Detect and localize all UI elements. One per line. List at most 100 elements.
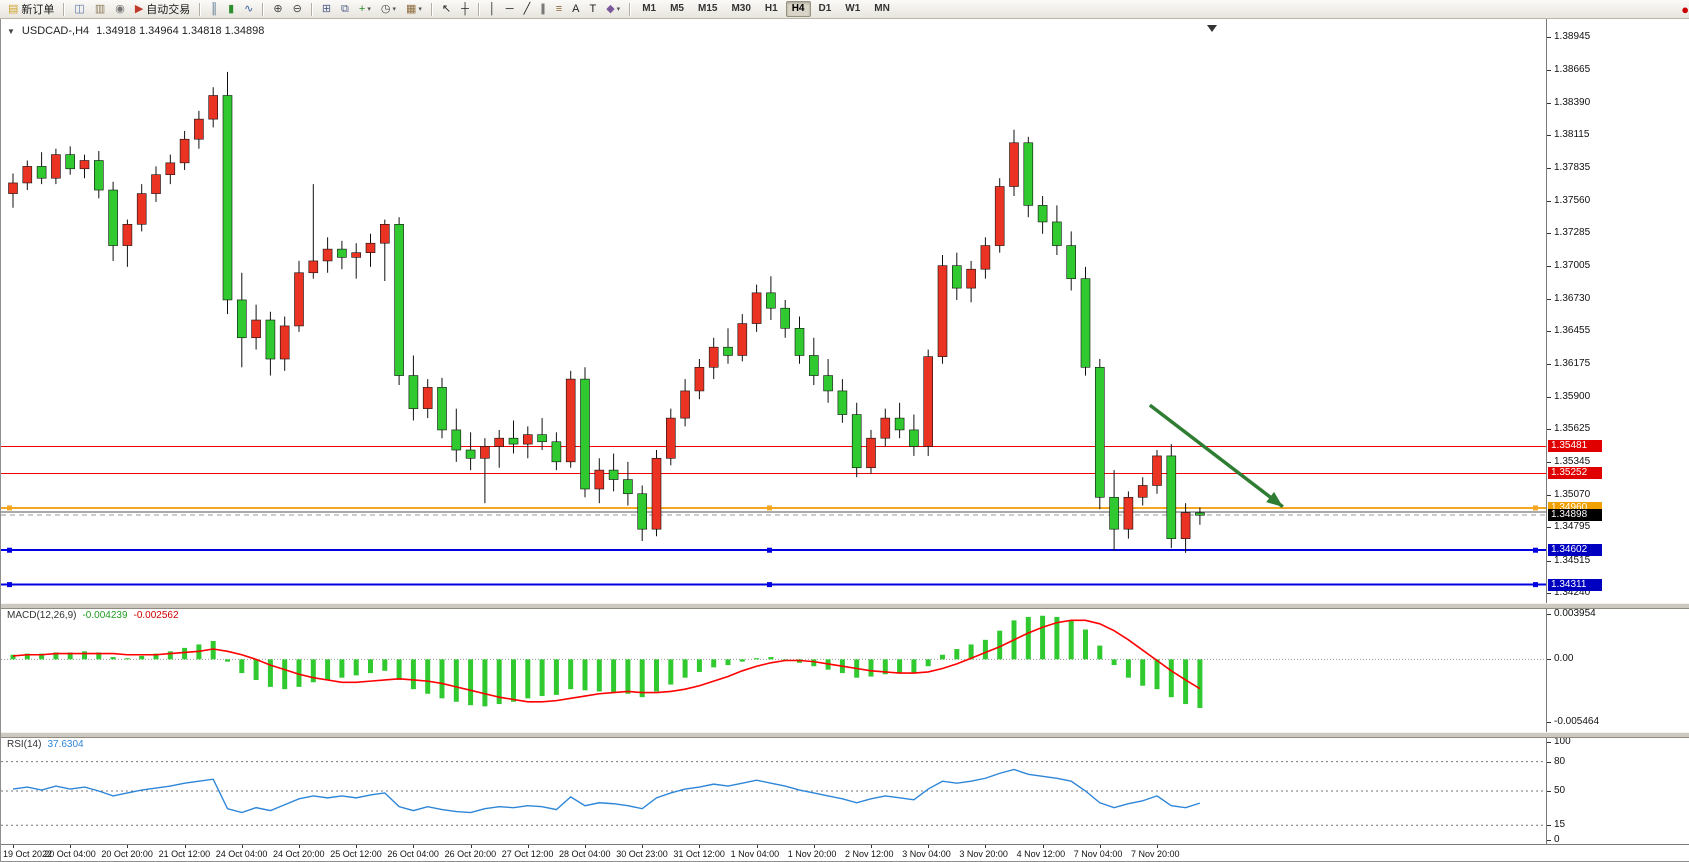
support-line-blue-2-handle[interactable] <box>7 582 12 588</box>
support-line-blue-1-handle[interactable] <box>1533 547 1538 553</box>
periods-button[interactable]: ◷ ▾ <box>377 0 400 18</box>
cascade-windows-icon: ⧉ <box>341 3 349 15</box>
zoom-in-button[interactable]: ⊕ <box>269 0 286 18</box>
broker-logo-icon[interactable]: ● <box>1681 1 1689 17</box>
indicators-dropdown-icon[interactable]: ▾ <box>367 6 371 13</box>
timeframe-m5-button[interactable]: M5 <box>670 3 684 14</box>
trendline-button[interactable]: ╱ <box>520 0 535 18</box>
candle-bull <box>1180 512 1191 539</box>
macd-histogram-bar <box>668 659 674 685</box>
chart-windows-button[interactable]: ◫ <box>70 0 88 18</box>
macd-histogram-bar <box>296 659 302 687</box>
cascade-windows-button[interactable]: ⧉ <box>337 0 353 18</box>
candlestick-mode-button[interactable]: ▮ <box>224 0 238 18</box>
support-line-blue-2-handle[interactable] <box>767 582 772 588</box>
fibonacci-icon: ≡ <box>555 3 563 15</box>
templates-button[interactable]: ▦ ▾ <box>402 0 426 18</box>
price-tick-mark <box>1547 593 1551 594</box>
macd-histogram-bar <box>696 659 702 672</box>
price-tick-label: 1.38945 <box>1554 31 1591 42</box>
candle-bull <box>1123 496 1134 530</box>
support-line-blue-1-handle[interactable] <box>7 547 12 553</box>
trend-arrow-annotation[interactable] <box>1148 403 1284 509</box>
support-line-orange-handle[interactable] <box>767 505 772 511</box>
toolbar: ▤ 新订单 ◫ ▥ ◉ ▶ 自动交易 ║ ▮ ∿ ⊕ ⊖ ⊞ ⧉ + ▾ ◷ ▾ ▦ ▾ ↖ ┼ │ ─ ╱ ∥ ≡ A T ◆ ▾ M1 M5… <box>0 0 1689 19</box>
tile-windows-button[interactable]: ⊞ <box>318 0 335 18</box>
line-chart-mode-button[interactable]: ∿ <box>240 0 257 18</box>
macd-tick-mark <box>1547 614 1551 615</box>
candle-bull <box>680 390 690 419</box>
rsi-indicator-panel[interactable] <box>1 736 1546 844</box>
bid-price-line-price-tag[interactable]: 1.34898 <box>1548 509 1602 522</box>
text-button[interactable]: A <box>568 0 583 18</box>
templates-dropdown-icon[interactable]: ▾ <box>418 6 422 13</box>
macd-indicator-panel[interactable] <box>1 607 1546 732</box>
candle-bear <box>265 319 276 360</box>
resistance-line-1-price-tag[interactable]: 1.35481 <box>1548 440 1602 453</box>
macd-histogram-bar <box>24 653 30 660</box>
panel-separator-macd[interactable] <box>1 603 1689 609</box>
periods-dropdown-icon[interactable]: ▾ <box>392 6 396 13</box>
channel-button[interactable]: ∥ <box>536 0 550 18</box>
candle-bear <box>108 189 118 246</box>
macd-histogram-bar <box>239 659 245 674</box>
timeframe-m15-button[interactable]: M15 <box>698 3 718 14</box>
panel-separator-rsi[interactable] <box>1 732 1689 738</box>
rsi-tick-mark <box>1547 825 1551 827</box>
macd-histogram-bar <box>139 655 145 660</box>
candle-bull <box>866 437 876 469</box>
price-chart-canvas[interactable] <box>1 21 1546 603</box>
price-axis[interactable]: 1.38945 1.38665 1.38390 1.38115 1.37835 1.375… <box>1546 19 1689 845</box>
macd-histogram-bar <box>96 652 102 660</box>
text-icon: A <box>572 3 580 15</box>
macd-histogram-bar <box>625 659 631 694</box>
time-tick-mark <box>985 845 987 848</box>
timeframe-d1-button[interactable]: D1 <box>818 3 832 14</box>
macd-histogram-bar <box>596 659 602 692</box>
resistance-line-2-price-tag[interactable]: 1.35252 <box>1548 467 1602 480</box>
macd-histogram-bar <box>911 659 917 674</box>
auto-trading-button[interactable]: ▶ 自动交易 <box>131 0 194 18</box>
chart-menu-icon[interactable]: ▼ <box>7 26 15 36</box>
timeframe-mn-button[interactable]: MN <box>874 3 890 14</box>
sound-button[interactable]: ◉ <box>111 0 129 18</box>
macd-main-value: -0.004239 <box>82 610 128 621</box>
time-tick-mark <box>928 845 930 848</box>
candle-bear <box>894 417 905 431</box>
support-line-orange-handle[interactable] <box>7 505 12 511</box>
bar-chart-mode-button[interactable]: ║ <box>206 0 222 18</box>
shift-marker-icon[interactable] <box>1207 25 1217 32</box>
arrows-dropdown-icon[interactable]: ▾ <box>616 6 621 13</box>
crosshair-button[interactable]: ┼ <box>457 0 473 18</box>
indicators-button[interactable]: + ▾ <box>355 0 375 18</box>
timeframe-m1-button[interactable]: M1 <box>642 3 657 14</box>
profiles-button[interactable]: ▥ <box>91 0 109 18</box>
macd-histogram-bar <box>167 651 173 660</box>
channel-icon: ∥ <box>540 3 546 15</box>
timeframe-h4-button[interactable]: H4 <box>785 1 811 17</box>
rsi-tick-label: 0 <box>1554 834 1560 845</box>
support-line-blue-2-handle[interactable] <box>1533 582 1538 588</box>
timeframe-w1-button[interactable]: W1 <box>845 3 861 14</box>
support-line-blue-2-price-tag[interactable]: 1.34311 <box>1548 578 1602 591</box>
support-line-blue-1-price-tag[interactable]: 1.34602 <box>1548 544 1602 557</box>
fibonacci-button[interactable]: ≡ <box>552 0 566 18</box>
support-line-blue-1-handle[interactable] <box>767 547 772 553</box>
macd-histogram-bar <box>468 659 474 706</box>
support-line-orange-handle[interactable] <box>1533 505 1538 511</box>
timeframe-m30-button[interactable]: M30 <box>731 3 751 14</box>
macd-histogram-bar <box>897 659 903 674</box>
zoom-out-button[interactable]: ⊖ <box>289 0 306 18</box>
timeframe-h1-button[interactable]: H1 <box>764 3 778 14</box>
candle-bear <box>608 469 619 480</box>
new-order-button[interactable]: ▤ 新订单 <box>4 0 58 18</box>
arrows-button[interactable]: ◆ ▾ <box>602 0 624 18</box>
crosshair-icon: ┼ <box>461 3 469 15</box>
cursor-button[interactable]: ↖ <box>438 0 455 18</box>
horizontal-line-icon: ─ <box>505 3 514 15</box>
text-label-button[interactable]: T <box>585 0 600 18</box>
vertical-line-button[interactable]: │ <box>485 0 500 18</box>
rsi-tick-mark <box>1547 840 1551 841</box>
horizontal-line-button[interactable]: ─ <box>502 0 518 18</box>
time-axis[interactable]: 19 Oct 2022 20 Oct 04:00 20 Oct 20:00 21 Oc… <box>1 844 1689 860</box>
